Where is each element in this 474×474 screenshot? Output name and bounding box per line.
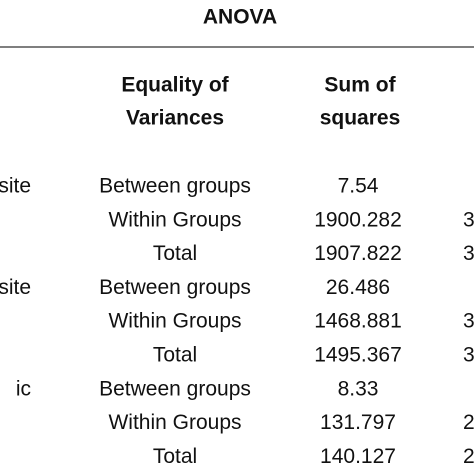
df-cell: 2 [463, 445, 474, 468]
sum-cell: 1900.282 [314, 208, 402, 231]
row-group: site [0, 276, 31, 299]
sum-cell: 131.797 [320, 411, 396, 434]
sum-cell: 140.127 [320, 445, 396, 468]
sum-cell: 8.33 [338, 377, 379, 400]
sum-cell: 1907.822 [314, 242, 402, 265]
sum-cell: 1468.881 [314, 310, 402, 333]
source-cell: Within Groups [108, 411, 241, 434]
column-header: Sum of [324, 74, 396, 97]
row-group: site [0, 175, 31, 198]
df-cell: 3 [463, 242, 474, 265]
column-header: squares [320, 107, 401, 130]
source-cell: Total [153, 242, 197, 265]
sum-cell: 26.486 [326, 276, 390, 299]
column-header: Equality of [121, 74, 229, 97]
source-cell: Between groups [99, 276, 251, 299]
sum-cell: 7.54 [338, 175, 379, 198]
column-header: Variances [126, 107, 224, 130]
table-title: ANOVA [203, 6, 277, 29]
df-cell: 3 [463, 344, 474, 367]
df-cell: 3 [463, 310, 474, 333]
source-cell: Between groups [99, 377, 251, 400]
source-cell: Within Groups [108, 208, 241, 231]
source-cell: Within Groups [108, 310, 241, 333]
df-cell: 3 [463, 208, 474, 231]
source-cell: Total [153, 344, 197, 367]
df-cell: 2 [463, 411, 474, 434]
source-cell: Between groups [99, 175, 251, 198]
sum-cell: 1495.367 [314, 344, 402, 367]
source-cell: Total [153, 445, 197, 468]
row-group: ic [16, 377, 31, 400]
